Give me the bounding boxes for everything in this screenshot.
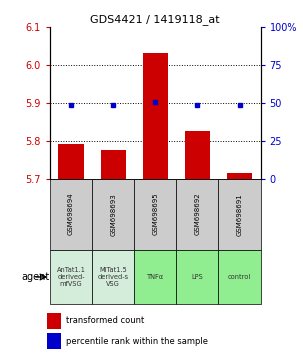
- Bar: [218, 250, 261, 304]
- Bar: [134, 179, 176, 250]
- Text: GSM698695: GSM698695: [152, 193, 158, 235]
- Bar: [176, 179, 218, 250]
- Bar: [50, 250, 92, 304]
- Bar: [50, 179, 92, 250]
- Text: agent: agent: [21, 272, 49, 282]
- Text: TNFα: TNFα: [147, 274, 164, 280]
- Bar: [143, 53, 168, 179]
- Bar: [101, 150, 126, 179]
- Text: GSM698692: GSM698692: [195, 193, 200, 235]
- Bar: [227, 173, 252, 179]
- Bar: [134, 250, 176, 304]
- Bar: [47, 333, 61, 349]
- Bar: [92, 250, 134, 304]
- Title: GDS4421 / 1419118_at: GDS4421 / 1419118_at: [91, 15, 220, 25]
- Text: control: control: [228, 274, 251, 280]
- Text: AnTat1.1
derived-
mfVSG: AnTat1.1 derived- mfVSG: [57, 267, 85, 287]
- Bar: [58, 144, 84, 179]
- Bar: [176, 250, 218, 304]
- Bar: [47, 313, 61, 329]
- Bar: [218, 179, 261, 250]
- Text: MiTat1.5
derived-s
VSG: MiTat1.5 derived-s VSG: [98, 267, 129, 287]
- Text: GSM698691: GSM698691: [237, 193, 242, 235]
- Text: LPS: LPS: [191, 274, 203, 280]
- Text: transformed count: transformed count: [66, 316, 145, 325]
- Bar: [92, 179, 134, 250]
- Text: GSM698693: GSM698693: [110, 193, 116, 235]
- Text: GSM698694: GSM698694: [68, 193, 74, 235]
- Bar: [185, 131, 210, 179]
- Text: percentile rank within the sample: percentile rank within the sample: [66, 337, 208, 346]
